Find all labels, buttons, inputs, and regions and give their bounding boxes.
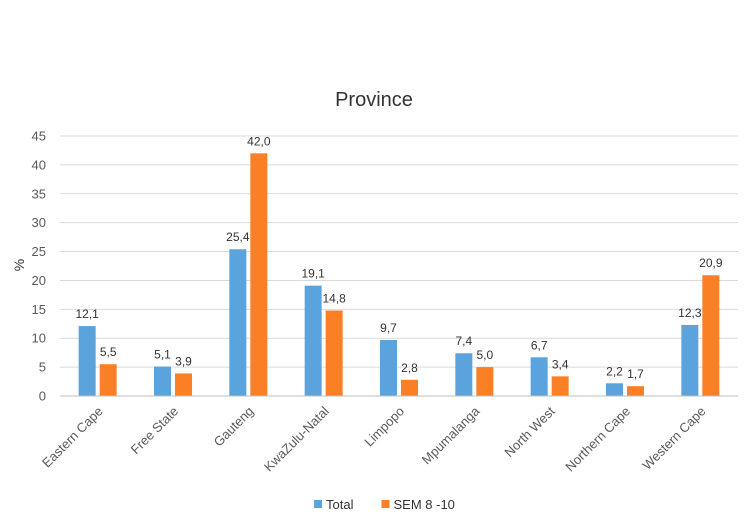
- legend-label: SEM 8 -10: [394, 497, 455, 512]
- data-label: 6,7: [531, 338, 548, 352]
- bar-total-northern-cape: [606, 383, 623, 396]
- bar-sem-eastern-cape: [99, 364, 117, 396]
- bar-sem-free-state: [175, 373, 192, 396]
- data-label: 3,9: [175, 354, 192, 368]
- y-tick-label: 20: [32, 273, 46, 288]
- x-category-label: Gauteng: [211, 404, 257, 450]
- data-label: 2,8: [401, 361, 418, 375]
- x-category-label: Western Cape: [639, 404, 708, 473]
- x-category-label: Eastern Cape: [39, 404, 106, 471]
- bar-sem-gauteng: [250, 153, 268, 396]
- data-labels: 12,1 5,5 5,1 3,9 25,4 42,0 19,1 14,8 9,7 2,8 7,4 5,…: [75, 134, 722, 381]
- y-tick-label: 15: [32, 302, 46, 317]
- bar-sem-mpumalanga: [476, 367, 494, 396]
- x-category-label: Limpopo: [361, 404, 407, 450]
- legend-label: Total: [326, 497, 354, 512]
- bar-total-mpumalanga: [455, 353, 473, 396]
- y-axis-ticks: 0 5 10 15 20 25 30 35 40 45: [32, 129, 46, 404]
- data-label: 12,3: [678, 306, 702, 320]
- data-label: 5,1: [154, 348, 171, 362]
- bar-total-limpopo: [380, 339, 397, 396]
- legend: Total SEM 8 -10: [314, 497, 455, 512]
- x-category-label: Free State: [128, 404, 182, 458]
- x-category-label: Northern Cape: [562, 404, 633, 475]
- x-category-label: KwaZulu-Natal: [261, 403, 332, 474]
- bar-sem-kwazulu-natal: [325, 310, 343, 396]
- bar-total-north-west: [530, 357, 548, 396]
- data-label: 25,4: [226, 230, 250, 244]
- legend-swatch: [381, 500, 390, 508]
- y-tick-label: 45: [32, 129, 46, 144]
- bar-sem-northern-cape: [627, 386, 644, 396]
- data-label: 5,5: [100, 345, 117, 359]
- bar-total-gauteng: [229, 249, 247, 396]
- bar-sem-western-cape: [702, 275, 720, 396]
- y-tick-label: 30: [32, 215, 46, 230]
- bars: [78, 153, 720, 396]
- x-category-label: Mpumalanga: [419, 403, 483, 467]
- bar-sem-north-west: [551, 376, 569, 396]
- gridlines: [60, 135, 738, 368]
- data-label: 2,2: [606, 364, 623, 378]
- y-tick-label: 5: [39, 360, 46, 375]
- x-axis-category-labels: Eastern Cape Free State Gauteng KwaZulu-Nat…: [39, 403, 708, 474]
- data-label: 1,7: [627, 367, 644, 381]
- data-label: 19,1: [301, 267, 325, 281]
- bar-total-free-state: [154, 366, 171, 396]
- y-tick-label: 25: [32, 244, 46, 259]
- bar-sem-limpopo: [401, 379, 418, 396]
- legend-swatch: [314, 500, 322, 508]
- data-label: 3,4: [552, 357, 569, 371]
- x-category-label: North West: [501, 403, 558, 460]
- bar-total-eastern-cape: [78, 326, 96, 396]
- y-axis-label: %: [11, 259, 27, 271]
- data-label: 7,4: [455, 334, 472, 348]
- data-label: 14,8: [322, 291, 346, 305]
- data-label: 9,7: [380, 321, 397, 335]
- y-tick-label: 40: [32, 157, 46, 172]
- y-tick-label: 35: [32, 186, 46, 201]
- data-label: 12,1: [75, 307, 99, 321]
- bar-total-western-cape: [681, 324, 699, 396]
- data-label: 20,9: [699, 256, 723, 270]
- chart-title: Province: [335, 89, 413, 111]
- data-label: 5,0: [476, 348, 493, 362]
- bar-total-kwazulu-natal: [304, 285, 322, 396]
- y-tick-label: 10: [32, 331, 46, 346]
- y-tick-label: 0: [39, 389, 46, 404]
- data-label: 42,0: [247, 134, 271, 148]
